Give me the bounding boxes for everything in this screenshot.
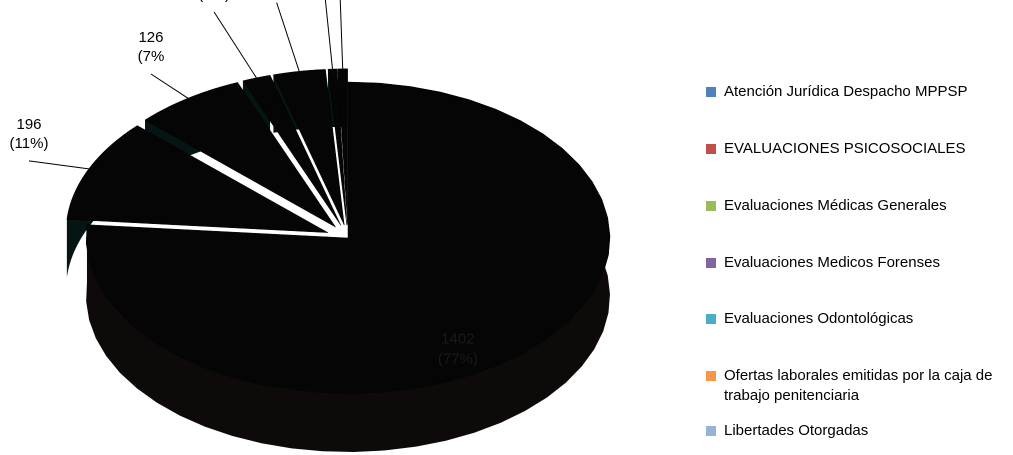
legend-label-evaluaciones-medicas: Evaluaciones Médicas Generales <box>724 197 947 214</box>
legend-item-ofertas-laborales: Ofertas laborales emitidas por la caja d… <box>706 366 996 406</box>
data-labels: 1402(77%)196(11%)126(7%32(2%)59(3%)10(1%… <box>10 0 478 367</box>
legend-label-libertades-otorgadas: Libertades Otorgadas <box>724 422 869 439</box>
legend-item-libertades-otorgadas: Libertades Otorgadas <box>706 421 1006 441</box>
pie-slices <box>66 68 611 395</box>
leader-line-evaluaciones-odontologicas <box>276 2 300 72</box>
leader-line-evaluaciones-medicos-forenses <box>213 11 257 79</box>
legend-swatch-ofertas-laborales <box>706 371 716 381</box>
leader-lines <box>28 0 344 170</box>
legend-label-evaluaciones-forenses: Evaluaciones Medicos Forenses <box>724 254 940 271</box>
data-label-pct-atencion-juridica-despacho-mppsp: (77%) <box>438 350 478 367</box>
data-label-value-atencion-juridica-despacho-mppsp: 1402 <box>441 330 474 347</box>
legend-item-evaluaciones-psicosociales: EVALUACIONES PSICOSOCIALES <box>706 139 1006 159</box>
legend-swatch-atencion-juridica <box>706 87 716 97</box>
leader-line-ofertas-laborales-emitidas-por-la-caja-de-trabajo-penitenciaria <box>324 0 333 70</box>
leader-line-evaluaciones-psicosociales <box>28 160 89 170</box>
data-label-pct-evaluaciones-psicosociales: (11%) <box>10 135 49 152</box>
legend-swatch-evaluaciones-odontologicas <box>706 314 716 324</box>
legend-swatch-evaluaciones-psicosociales <box>706 144 716 154</box>
pie-chart: 1402(77%)196(11%)126(7%32(2%)59(3%)10(1%… <box>10 0 611 452</box>
legend-item-evaluaciones-medicas: Evaluaciones Médicas Generales <box>706 196 1006 216</box>
legend-label-atencion-juridica: Atención Jurídica Despacho MPPSP <box>724 83 968 100</box>
legend-label-evaluaciones-psicosociales: EVALUACIONES PSICOSOCIALES <box>724 140 966 157</box>
pie-slice-atencion-juridica-despacho-mppsp <box>85 81 611 395</box>
legend-label-ofertas-laborales: Ofertas laborales emitidas por la caja d… <box>724 367 993 404</box>
data-label-value-evaluaciones-medicas-generales: 126 <box>138 29 163 46</box>
legend-swatch-libertades-otorgadas <box>706 426 716 436</box>
data-label-value-evaluaciones-psicosociales: 196 <box>16 116 41 133</box>
leader-line-libertades-otorgadas <box>339 0 344 69</box>
chart-legend: Atención Jurídica Despacho MPPSP EVALUAC… <box>706 0 1011 455</box>
legend-swatch-evaluaciones-forenses <box>706 258 716 268</box>
legend-item-atencion-juridica: Atención Jurídica Despacho MPPSP <box>706 82 1006 102</box>
data-label-pct-evaluaciones-medicos-forenses: (2%) <box>198 0 230 3</box>
legend-label-evaluaciones-odontologicas: Evaluaciones Odontológicas <box>724 310 914 327</box>
pie-chart-svg: 1402(77%)196(11%)126(7%32(2%)59(3%)10(1%… <box>10 0 611 452</box>
legend-item-evaluaciones-forenses: Evaluaciones Medicos Forenses <box>706 253 1006 273</box>
legend-swatch-evaluaciones-medicas <box>706 201 716 211</box>
legend-item-evaluaciones-odontologicas: Evaluaciones Odontológicas <box>706 309 1006 329</box>
leader-line-evaluaciones-medicas-generales <box>150 73 189 99</box>
data-label-pct-evaluaciones-medicas-generales: (7% <box>138 48 165 65</box>
